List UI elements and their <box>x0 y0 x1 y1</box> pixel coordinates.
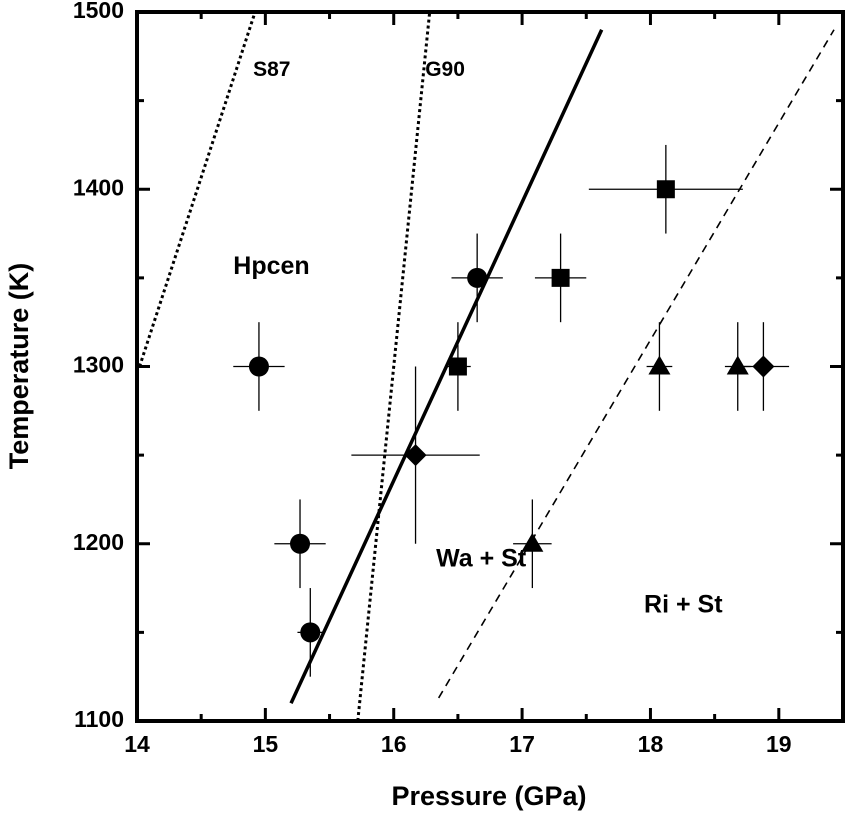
triangle-marker <box>726 355 749 375</box>
axes-layer: 14 15 16 17 18 19 1100 1200 1300 1400 1500 Pressure… <box>4 0 845 811</box>
x-axis-title: Pressure (GPa) <box>391 781 586 811</box>
circle-marker <box>467 267 488 288</box>
boundary-3-line <box>437 29 835 699</box>
y-axis-title: Temperature (K) <box>4 263 34 470</box>
markers-layer <box>248 180 775 643</box>
region-label-wa-st: Wa + St <box>436 544 527 572</box>
g90-line <box>356 11 432 722</box>
y-tick-label: 1500 <box>73 0 124 23</box>
x-tick-label: 15 <box>253 731 279 757</box>
y-tick-label: 1300 <box>73 352 124 378</box>
square-marker <box>448 357 467 376</box>
diamond-marker <box>752 355 775 378</box>
labels-layer: S87 G90 Hpcen Wa + St Ri + St <box>233 58 723 618</box>
region-label-ri-st: Ri + St <box>644 590 723 618</box>
x-tick-label: 18 <box>638 731 664 757</box>
triangle-marker <box>521 532 544 552</box>
square-marker <box>551 268 570 287</box>
x-tick-label: 19 <box>766 731 792 757</box>
x-tick-label: 16 <box>381 731 407 757</box>
x-tick-label: 17 <box>509 731 535 757</box>
s87-label: S87 <box>253 58 290 81</box>
circle-marker <box>290 533 311 554</box>
y-tick-label: 1200 <box>73 529 124 555</box>
y-tick-label: 1400 <box>73 174 124 200</box>
diamond-marker <box>404 444 427 467</box>
s87-line <box>138 11 257 367</box>
triangle-marker <box>648 355 671 375</box>
square-marker <box>656 180 675 199</box>
y-tick-label: 1100 <box>74 706 124 732</box>
region-label-hpcen: Hpcen <box>233 252 309 280</box>
circle-marker <box>300 622 321 643</box>
x-tick-label: 14 <box>124 731 150 757</box>
g90-label: G90 <box>425 58 465 81</box>
circle-marker <box>248 356 269 377</box>
